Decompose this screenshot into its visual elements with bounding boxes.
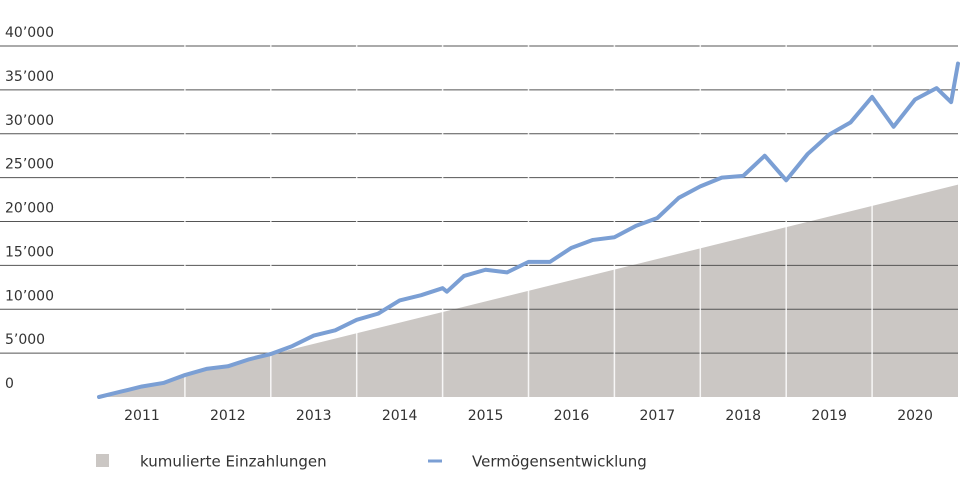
x-tick-label: 2019 [811, 408, 847, 424]
legend-label: kumulierte Einzahlungen [140, 453, 327, 471]
x-tick-label: 2020 [897, 408, 933, 424]
y-tick-label: 15’000 [5, 244, 54, 260]
legend-label: Vermögensentwicklung [472, 453, 647, 471]
legend-swatch [96, 454, 109, 467]
y-tick-label: 20’000 [5, 201, 54, 217]
x-tick-label: 2018 [725, 408, 761, 424]
y-tick-label: 5’000 [5, 332, 45, 348]
x-tick-label: 2017 [640, 408, 676, 424]
x-tick-label: 2015 [468, 408, 504, 424]
x-tick-label: 2012 [210, 408, 246, 424]
x-tick-label: 2016 [554, 408, 590, 424]
x-tick-label: 2011 [124, 408, 160, 424]
y-tick-label: 10’000 [5, 288, 54, 304]
x-tick-label: 2014 [382, 408, 418, 424]
line [97, 61, 960, 399]
y-tick-label: 30’000 [5, 113, 54, 129]
y-tick-label: 25’000 [5, 157, 54, 173]
y-tick-label: 40’000 [5, 25, 54, 41]
x-tick-label: 2013 [296, 408, 332, 424]
y-tick-label: 35’000 [5, 69, 54, 85]
y-tick-label: 0 [5, 376, 14, 392]
